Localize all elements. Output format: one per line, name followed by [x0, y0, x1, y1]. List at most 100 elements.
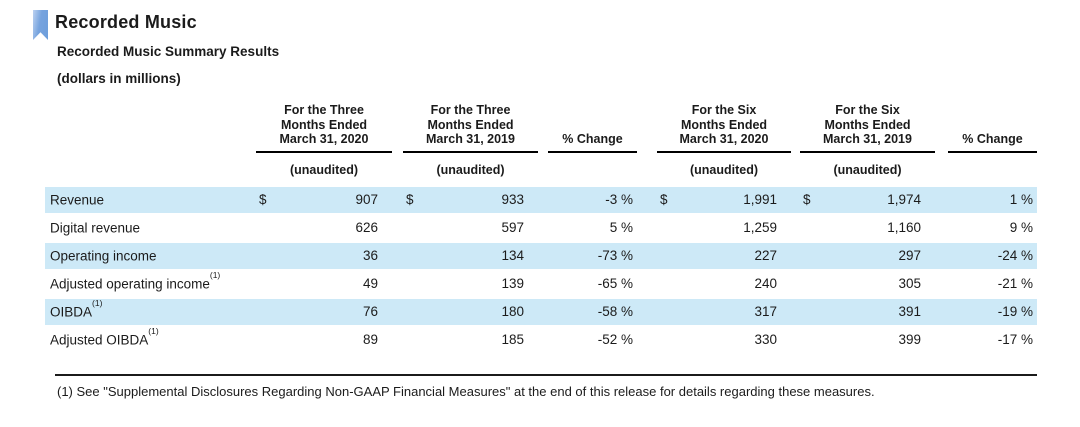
value: 76 [362, 304, 378, 319]
pct-change-cell: 1 % [948, 186, 1037, 215]
unaudited-row: (unaudited) (unaudited) (unaudited) (una… [45, 152, 1037, 187]
value-cell: 227 [657, 241, 791, 271]
unaudited-label: (unaudited) [436, 162, 505, 177]
column-gap [538, 269, 548, 299]
value-cell: 134 [403, 241, 538, 271]
table-row-digital-revenue: Digital revenue 626 597 5 % 1,259 1,160 … [45, 213, 1037, 243]
value-cell: 317 [657, 297, 791, 327]
value-cell: $907 [256, 186, 392, 215]
value-cell: 89 [256, 325, 392, 355]
column-gap [637, 213, 657, 243]
pct-change-cell: -24 % [948, 241, 1037, 271]
footnote-divider [55, 374, 1037, 376]
column-gap [935, 297, 948, 327]
pct-change-cell: -65 % [548, 269, 637, 299]
col-header-three-months-2020: For the Three Months Ended March 31, 202… [256, 103, 392, 153]
value: 139 [501, 276, 524, 291]
column-header-row: For the Three Months Ended March 31, 202… [45, 103, 1037, 153]
column-gap [935, 269, 948, 299]
value-cell: 1,160 [800, 213, 935, 243]
value-cell: 597 [403, 213, 538, 243]
column-gap [935, 325, 948, 355]
table-row-oibda: OIBDA(1) 76 180 -58 % 317 391 -19 % [45, 297, 1037, 327]
value: 1,160 [887, 220, 921, 235]
pct-change-cell: -21 % [948, 269, 1037, 299]
column-gap [538, 297, 548, 327]
row-label: Adjusted OIBDA(1) [45, 325, 256, 355]
value: 134 [501, 248, 524, 263]
value-cell: 36 [256, 241, 392, 271]
value-cell: 330 [657, 325, 791, 355]
column-gap [637, 269, 657, 299]
row-label-text: Adjusted OIBDA [50, 332, 149, 348]
unaudited-label: (unaudited) [689, 162, 759, 177]
row-label-text: Adjusted operating income [50, 276, 210, 292]
row-label: Revenue [45, 186, 256, 215]
dollar-sign: $ [803, 192, 811, 207]
row-label-text: Operating income [50, 248, 157, 264]
page-subtitle: Recorded Music Summary Results [57, 44, 280, 59]
value-cell: 1,259 [657, 213, 791, 243]
value: 1,974 [887, 192, 921, 207]
row-label-text: OIBDA [50, 304, 93, 320]
row-label: Adjusted operating income(1) [45, 269, 256, 299]
column-gap [935, 103, 948, 152]
pct-change-cell: -73 % [548, 241, 637, 271]
value-cell: 180 [403, 297, 538, 327]
value-cell: 297 [800, 241, 935, 271]
unaudited-label: (unaudited) [289, 162, 359, 177]
pct-change-cell: -19 % [948, 297, 1037, 327]
column-gap [392, 297, 403, 327]
col-header-pct-change-quarter: % Change [548, 103, 637, 153]
col-header-six-months-2019: For the Six Months Ended March 31, 2019 [800, 103, 935, 153]
col-header-three-months-2019: For the Three Months Ended March 31, 201… [403, 103, 538, 153]
value: 1,991 [743, 192, 777, 207]
column-gap [392, 103, 403, 152]
col-header-six-months-2020: For the Six Months Ended March 31, 2020 [657, 103, 791, 153]
row-label-text: Digital revenue [50, 220, 141, 236]
value: 49 [362, 276, 378, 291]
row-label-text: Revenue [50, 192, 105, 208]
value-cell: 399 [800, 325, 935, 355]
column-gap [935, 186, 948, 215]
table-row-adjusted-oibda: Adjusted OIBDA(1) 89 185 -52 % 330 399 -… [45, 325, 1037, 355]
dollar-sign: $ [406, 192, 414, 207]
column-gap [935, 241, 948, 271]
table-row-adjusted-operating-income: Adjusted operating income(1) 49 139 -65 … [45, 269, 1037, 299]
value-cell: 185 [403, 325, 538, 355]
dollar-sign: $ [660, 192, 668, 207]
pct-change-cell: -17 % [948, 325, 1037, 355]
col-header-pct-change-six: % Change [948, 103, 1037, 153]
footnote-text: (1) See "Supplemental Disclosures Regard… [57, 384, 875, 399]
value-cell: $1,991 [657, 186, 791, 215]
column-gap [392, 269, 403, 299]
section-header: Recorded Music [33, 10, 197, 40]
value: 89 [362, 332, 378, 347]
unaudited-label: (unaudited) [833, 162, 902, 177]
column-gap [637, 325, 657, 355]
pct-change-cell: -3 % [548, 186, 637, 215]
value: 391 [898, 304, 921, 319]
page-title: Recorded Music [55, 12, 197, 32]
value: 330 [754, 332, 777, 347]
column-gap [538, 241, 548, 271]
column-gap [791, 297, 800, 327]
pct-change-cell: -58 % [548, 297, 637, 327]
value: 399 [898, 332, 921, 347]
value-cell: 391 [800, 297, 935, 327]
value: 933 [501, 192, 524, 207]
value: 185 [501, 332, 524, 347]
summary-table: For the Three Months Ended March 31, 202… [45, 103, 1037, 355]
column-gap [791, 269, 800, 299]
column-gap [392, 186, 403, 215]
column-gap [791, 213, 800, 243]
column-gap [538, 213, 548, 243]
value-cell: $1,974 [800, 186, 935, 215]
bookmark-icon [33, 10, 48, 40]
label-column-header [45, 103, 256, 152]
units-note: (dollars in millions) [57, 71, 181, 86]
value-cell: 49 [256, 269, 392, 299]
column-gap [637, 103, 657, 152]
value-cell: $933 [403, 186, 538, 215]
